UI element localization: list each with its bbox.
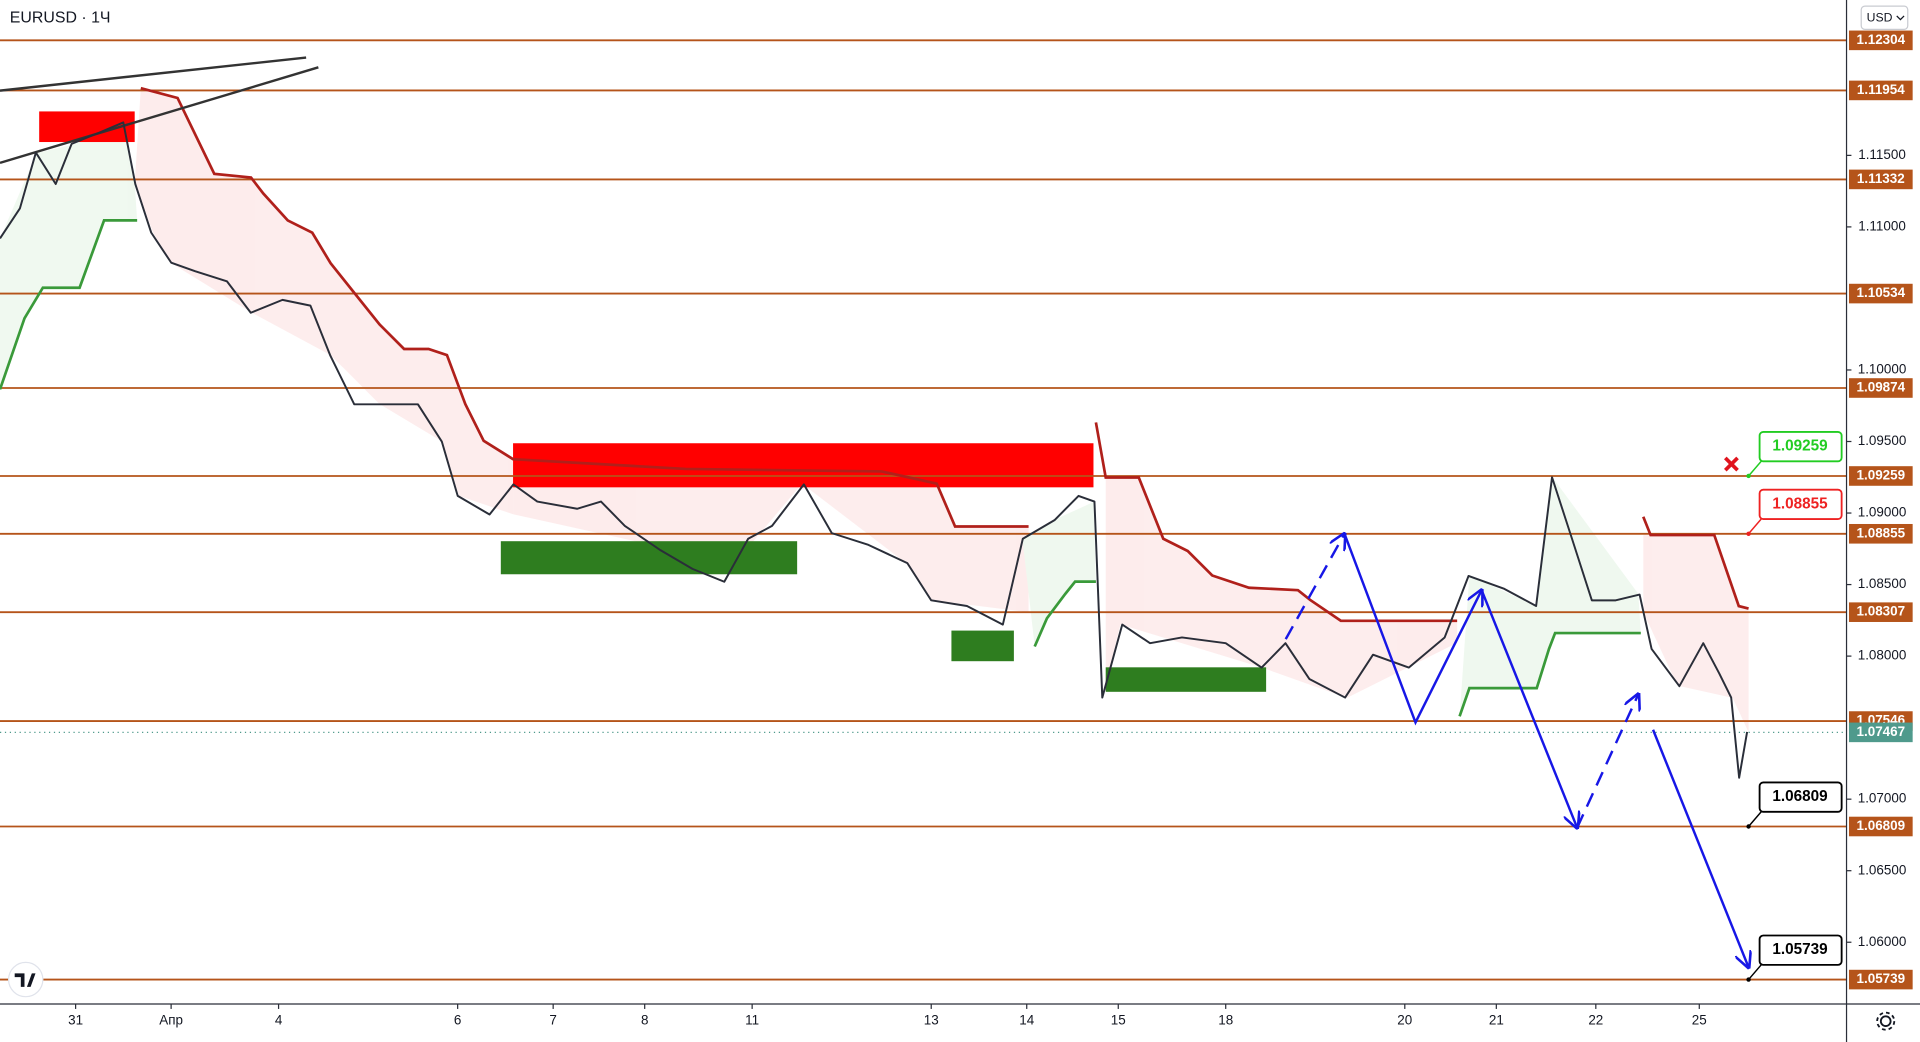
currency-label[interactable]: USD [1867,11,1893,25]
callout-label: 1.08855 [1772,495,1828,512]
x-tick-label: 14 [1019,1013,1034,1028]
axes: 1.06000 1.06500 1.07000 1.08000 1.08500 1.090… [68,147,1906,1028]
callouts: 1.09259 1.08855 1.06809 1.05739 [1746,430,1843,982]
x-tick-label: 25 [1692,1013,1707,1028]
level-label: 1.11954 [1857,82,1905,97]
level-label-bg [1848,169,1913,190]
currency-caret[interactable] [1896,15,1905,21]
level-label-bg [1848,30,1913,51]
level-label: 1.05739 [1856,971,1905,986]
trendlines [0,56,319,165]
x-tick-label: 21 [1489,1013,1504,1028]
callout-box [1758,781,1843,813]
x-tick-label: 7 [549,1013,556,1028]
callout-dot [1746,473,1751,479]
callout-pointer [1748,516,1764,535]
level-label-bg [1848,816,1913,837]
level-label: 1.10534 [1856,285,1905,300]
callout-box [1758,488,1843,521]
level-label-bg [1848,523,1913,544]
levels [0,39,1847,981]
supertrend-shading [0,88,1749,733]
price-series [0,121,1749,779]
time-axis [0,1004,1920,1042]
logo[interactable] [7,961,44,998]
level-label: 1.06809 [1856,818,1905,833]
price-line [0,121,1749,779]
x-tick-label: 15 [1111,1013,1126,1028]
x-tick-label: 18 [1218,1013,1233,1028]
x-tick-label: 31 [68,1013,83,1028]
level-label: 1.11332 [1857,171,1905,186]
level-label-bg [1848,80,1913,101]
current-price-bg [1848,722,1913,743]
callout-label: 1.06809 [1772,788,1827,805]
callout-box [1758,430,1843,463]
level-label-bg [1848,378,1913,398]
y-tick-label: 1.11000 [1858,218,1906,233]
callout-pointer [1748,808,1764,827]
level-label: 1.08307 [1856,604,1905,619]
y-tick-label: 1.06000 [1858,934,1907,949]
level-label-bg [1848,466,1913,486]
level-label: 1.12304 [1856,32,1905,47]
supertrend [0,86,1749,717]
y-tick-label: 1.06500 [1858,862,1907,877]
chart-title: EURUSD · 1Ч [10,10,111,27]
callout-dot [1746,824,1751,829]
level-label: 1.09874 [1856,380,1905,395]
level-label: 1.09259 [1856,468,1905,483]
level-label-bg [1848,283,1913,304]
current-price-label: 1.07467 [1856,724,1905,739]
projection-arrows [1284,534,1749,967]
callout-pointer [1748,961,1764,981]
x-tick-label: 22 [1588,1013,1603,1028]
callout-dot [1746,531,1751,536]
x-tick-label: 6 [454,1013,461,1028]
level-label-bg [1848,602,1913,622]
currency-button[interactable] [1860,5,1909,30]
callout-label: 1.09259 [1772,438,1827,455]
y-tick-label: 1.08500 [1858,576,1907,591]
cross-mark [1724,456,1739,472]
callout-pointer [1748,458,1764,477]
level-label: 1.08855 [1856,525,1905,540]
x-tick-label: Апр [159,1013,183,1028]
zones [39,111,1267,692]
y-tick-label: 1.07000 [1858,791,1907,806]
level-label-bg [1848,969,1913,990]
y-tick-label: 1.08000 [1858,648,1907,663]
x-tick-label: 8 [641,1013,648,1028]
y-tick-label: 1.09500 [1858,433,1907,448]
y-tick-label: 1.09000 [1858,505,1907,520]
callout-box [1758,934,1843,966]
level-labels: 1.12304 1.11954 1.11332 1.10534 1.09874 1.092… [1848,30,1913,990]
x-tick-label: 4 [275,1013,283,1028]
callout-dot [1746,977,1751,982]
callout-label: 1.05739 [1772,941,1827,958]
settings-icon[interactable] [1876,1011,1896,1031]
x-tick-label: 13 [924,1013,939,1028]
x-tick-label: 20 [1397,1013,1412,1028]
y-tick-label: 1.11500 [1858,147,1906,162]
x-tick-label: 11 [745,1013,759,1028]
y-tick-label: 1.10000 [1858,362,1907,377]
